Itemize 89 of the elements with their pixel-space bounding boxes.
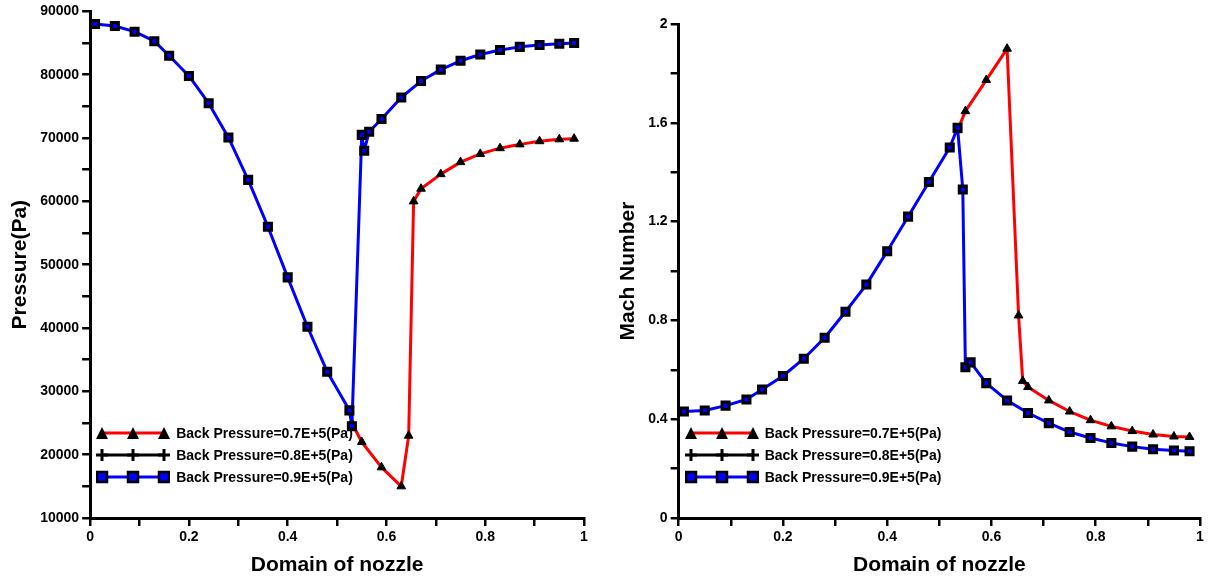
point xyxy=(1043,418,1054,429)
y-tick-label: 1.2 xyxy=(648,212,668,229)
x-axis-title: Domain of nozzle xyxy=(852,552,1026,576)
point xyxy=(149,36,160,47)
y-tick-label: 1.6 xyxy=(648,113,668,130)
legend-label: Back Pressure=0.7E+5(Pa) xyxy=(176,425,353,441)
point xyxy=(798,353,809,364)
point xyxy=(376,114,387,125)
point xyxy=(435,64,446,75)
point xyxy=(455,55,466,66)
point xyxy=(1085,432,1096,444)
y-tick-label: 90000 xyxy=(40,2,80,19)
point xyxy=(757,384,768,395)
x-tick-label: 1 xyxy=(580,528,589,545)
point xyxy=(415,76,427,87)
y-tick-label: 60000 xyxy=(40,192,80,209)
point xyxy=(262,221,273,232)
point xyxy=(109,20,120,31)
point xyxy=(882,246,893,257)
point xyxy=(475,49,486,60)
y-tick-label: 80000 xyxy=(40,65,80,82)
y-tick-label: 50000 xyxy=(40,255,80,272)
legend-label: Back Pressure=0.9E+5(Pa) xyxy=(764,469,942,485)
y-tick-label: 70000 xyxy=(40,128,80,145)
legend-label: Back Pressure=0.8E+5(Pa) xyxy=(176,447,353,463)
point xyxy=(1168,445,1179,456)
point xyxy=(344,405,355,416)
point xyxy=(129,26,140,37)
point xyxy=(819,332,830,343)
point xyxy=(164,50,175,61)
point xyxy=(1127,441,1138,452)
point xyxy=(861,279,872,290)
point xyxy=(554,38,565,49)
point xyxy=(699,405,710,416)
y-tick-label: 2 xyxy=(659,14,668,31)
point xyxy=(495,44,506,56)
point xyxy=(569,38,580,49)
x-tick-label: 0 xyxy=(86,528,95,545)
point xyxy=(302,321,313,332)
point xyxy=(364,126,375,137)
y-tick-label: 0 xyxy=(659,508,668,525)
x-tick-label: 1 xyxy=(1196,528,1205,545)
x-axis-title: Domain of nozzle xyxy=(250,552,424,576)
point xyxy=(203,98,214,109)
point xyxy=(1148,444,1159,455)
point xyxy=(923,177,934,188)
point xyxy=(840,306,851,317)
x-tick-label: 0.4 xyxy=(277,528,298,545)
point xyxy=(396,92,407,103)
point xyxy=(534,39,545,50)
x-tick-label: 0.2 xyxy=(773,528,793,545)
point xyxy=(741,394,752,405)
point xyxy=(720,400,731,411)
legend-label: Back Pressure=0.7E+5(Pa) xyxy=(764,425,942,441)
point xyxy=(322,366,333,377)
x-tick-label: 0.8 xyxy=(475,528,496,545)
legend-label: Back Pressure=0.9E+5(Pa) xyxy=(176,469,353,485)
y-axis-title: Pressure(Pa) xyxy=(7,199,31,330)
y-tick-label: 0.8 xyxy=(648,311,668,328)
point xyxy=(514,41,525,52)
point xyxy=(183,70,194,82)
x-tick-label: 0.2 xyxy=(179,528,199,545)
point xyxy=(903,211,914,222)
y-axis-title: Mach Number xyxy=(615,201,639,341)
point xyxy=(1106,437,1117,448)
point xyxy=(282,272,293,283)
legend-label: Back Pressure=0.8E+5(Pa) xyxy=(764,447,942,463)
y-tick-label: 30000 xyxy=(40,382,80,399)
point xyxy=(1064,427,1075,438)
point xyxy=(777,370,788,382)
point xyxy=(359,145,370,156)
point xyxy=(957,184,968,195)
x-tick-label: 0.8 xyxy=(1086,528,1106,545)
point xyxy=(981,378,992,389)
y-tick-label: 40000 xyxy=(40,318,80,335)
point xyxy=(944,142,955,153)
y-tick-label: 0.4 xyxy=(648,410,668,427)
y-tick-label: 20000 xyxy=(40,445,80,462)
x-tick-label: 0.6 xyxy=(376,528,397,545)
y-tick-label: 10000 xyxy=(40,508,80,525)
point xyxy=(243,174,254,185)
point xyxy=(1022,407,1033,419)
x-tick-label: 0.6 xyxy=(981,528,1002,545)
point xyxy=(965,357,976,368)
x-tick-label: 0 xyxy=(674,528,683,545)
point xyxy=(1002,395,1013,406)
point xyxy=(1184,446,1195,457)
x-tick-label: 0.4 xyxy=(877,528,898,545)
point xyxy=(223,132,234,143)
